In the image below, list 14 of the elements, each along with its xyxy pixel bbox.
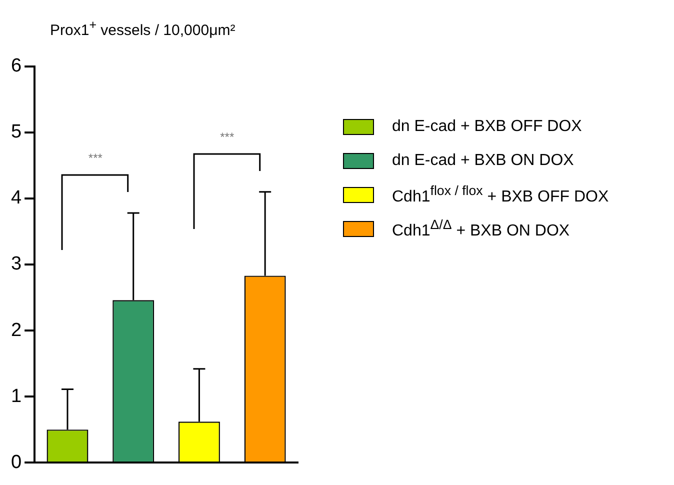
y-tick-label: 6 — [10, 56, 22, 77]
y-tick-label: 0 — [10, 452, 22, 473]
legend-label: dn E-cad + BXB ON DOX — [392, 152, 574, 170]
y-tick-label: 5 — [10, 122, 22, 143]
legend-label: Cdh1$^{flox / flox}$ + BXB OFF DOX — [392, 183, 609, 207]
legend-label: dn E-cad + BXB OFF DOX — [392, 118, 582, 136]
y-tick-label: 4 — [10, 188, 22, 209]
y-tick-label: 2 — [10, 320, 22, 341]
annotation: *** — [87, 150, 104, 165]
legend-label: Cdh1$^{Δ/Δ}$ + BXB ON DOX — [392, 217, 570, 241]
chart-title: Prox1$^{+}$ vessels / 10,000μm² — [50, 18, 236, 39]
annotation: *** — [219, 130, 236, 144]
y-tick-label: 3 — [10, 254, 22, 275]
y-tick-label: 1 — [10, 386, 22, 407]
